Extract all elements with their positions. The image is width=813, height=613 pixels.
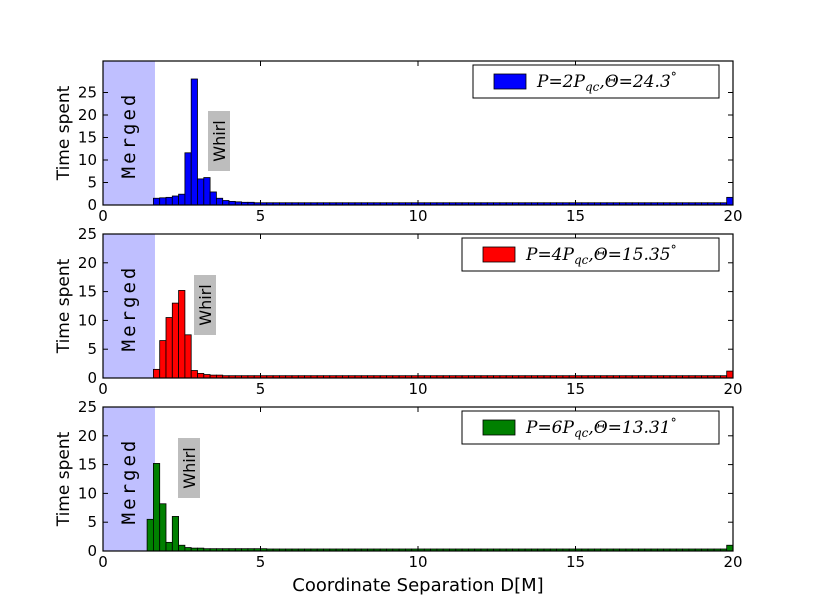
bar bbox=[159, 503, 167, 552]
bar bbox=[171, 195, 180, 206]
legend-swatch bbox=[482, 419, 516, 436]
y-tick-label: 20 bbox=[78, 427, 97, 445]
bar bbox=[184, 152, 192, 206]
x-tick-label: 5 bbox=[256, 207, 266, 225]
legend: P=2Pqc,Θ=24.3° bbox=[472, 64, 720, 99]
x-tick-label: 0 bbox=[98, 380, 108, 398]
y-tick-label: 20 bbox=[78, 254, 97, 272]
bar bbox=[726, 370, 734, 379]
bar bbox=[184, 334, 192, 379]
x-tick-label: 20 bbox=[723, 553, 742, 571]
bar bbox=[197, 372, 205, 379]
bar bbox=[171, 516, 180, 552]
legend-swatch bbox=[493, 73, 527, 90]
merged-region bbox=[103, 234, 155, 378]
merged-label: Merged bbox=[118, 438, 140, 525]
bar bbox=[197, 178, 205, 206]
bar bbox=[178, 290, 186, 379]
merged-region bbox=[103, 61, 155, 205]
bar bbox=[222, 200, 230, 206]
x-tick-label: 0 bbox=[98, 207, 108, 225]
y-tick-label: 5 bbox=[87, 340, 97, 358]
bar bbox=[146, 518, 154, 552]
x-tick-label: 15 bbox=[566, 553, 585, 571]
y-tick-label: 25 bbox=[78, 398, 97, 416]
legend-label: P=4Pqc,Θ=15.35° bbox=[525, 243, 677, 267]
y-tick-label: 25 bbox=[78, 84, 97, 102]
whirl-label-background bbox=[194, 275, 216, 335]
y-tick-label: 5 bbox=[87, 174, 97, 192]
whirl-label-background bbox=[178, 438, 200, 498]
bar bbox=[178, 193, 186, 206]
y-tick-label: 15 bbox=[78, 283, 97, 301]
bar bbox=[152, 197, 161, 206]
merged-region bbox=[103, 407, 155, 551]
x-tick-label: 0 bbox=[98, 553, 108, 571]
x-tick-label: 10 bbox=[408, 207, 427, 225]
y-tick-label: 0 bbox=[87, 542, 97, 560]
bar bbox=[726, 544, 734, 552]
y-axis-label: Time spent bbox=[54, 431, 74, 527]
legend: P=4Pqc,Θ=15.35° bbox=[461, 237, 720, 272]
whirl-label: Whirl bbox=[210, 120, 229, 161]
y-tick-label: 10 bbox=[78, 151, 97, 169]
x-tick-label: 20 bbox=[723, 380, 742, 398]
x-tick-label: 5 bbox=[256, 553, 266, 571]
x-tick-label: 15 bbox=[566, 380, 585, 398]
y-tick-label: 15 bbox=[78, 129, 97, 147]
y-axis-label: Time spent bbox=[54, 258, 74, 354]
bar bbox=[165, 317, 173, 379]
y-tick-label: 0 bbox=[87, 369, 97, 387]
whirl-label: Whirl bbox=[196, 284, 215, 325]
bar bbox=[159, 340, 167, 379]
bar bbox=[726, 196, 734, 206]
y-tick-label: 5 bbox=[87, 513, 97, 531]
bar bbox=[209, 191, 217, 206]
legend-swatch bbox=[482, 246, 516, 263]
x-tick-label: 10 bbox=[408, 380, 427, 398]
legend: P=6Pqc,Θ=13.31° bbox=[461, 410, 720, 445]
bar bbox=[152, 368, 161, 379]
whirl-label: Whirl bbox=[180, 447, 199, 488]
bar bbox=[159, 197, 167, 206]
bar bbox=[190, 78, 198, 206]
bar bbox=[165, 196, 173, 206]
x-axis-label: Coordinate Separation D[M] bbox=[292, 575, 543, 596]
bar bbox=[152, 463, 161, 552]
merged-label: Merged bbox=[118, 265, 140, 352]
y-tick-label: 10 bbox=[78, 484, 97, 502]
bar bbox=[171, 302, 180, 379]
legend-label: P=6Pqc,Θ=13.31° bbox=[525, 416, 677, 440]
y-axis-label: Time spent bbox=[54, 85, 74, 181]
y-tick-label: 25 bbox=[78, 225, 97, 243]
legend-label: P=2Pqc,Θ=24.3° bbox=[536, 70, 677, 94]
x-tick-label: 10 bbox=[408, 553, 427, 571]
bar bbox=[190, 370, 198, 379]
x-tick-label: 15 bbox=[566, 207, 585, 225]
x-tick-label: 20 bbox=[723, 207, 742, 225]
merged-label: Merged bbox=[118, 92, 140, 179]
bar bbox=[215, 197, 224, 206]
y-tick-label: 20 bbox=[78, 106, 97, 124]
y-tick-label: 10 bbox=[78, 311, 97, 329]
whirl-label-background bbox=[208, 111, 230, 171]
bar bbox=[203, 177, 211, 206]
y-tick-label: 0 bbox=[87, 196, 97, 214]
y-tick-label: 15 bbox=[78, 456, 97, 474]
x-tick-label: 5 bbox=[256, 380, 266, 398]
bar bbox=[178, 544, 186, 552]
bar bbox=[165, 541, 173, 552]
